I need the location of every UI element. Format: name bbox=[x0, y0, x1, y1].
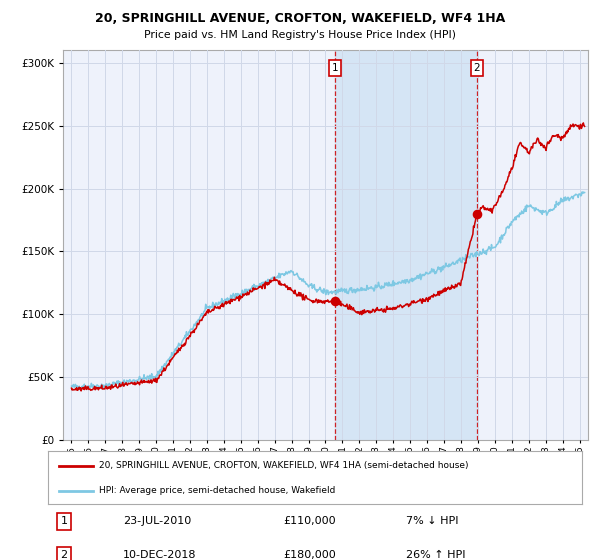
Text: £180,000: £180,000 bbox=[283, 550, 336, 560]
Text: 2: 2 bbox=[61, 550, 68, 560]
Text: 1: 1 bbox=[61, 516, 68, 526]
Text: 10-DEC-2018: 10-DEC-2018 bbox=[123, 550, 196, 560]
Text: 26% ↑ HPI: 26% ↑ HPI bbox=[406, 550, 465, 560]
Text: 7% ↓ HPI: 7% ↓ HPI bbox=[406, 516, 458, 526]
Point bbox=[472, 209, 482, 218]
Point bbox=[330, 297, 340, 306]
Text: £110,000: £110,000 bbox=[283, 516, 335, 526]
Text: 20, SPRINGHILL AVENUE, CROFTON, WAKEFIELD, WF4 1HA (semi-detached house): 20, SPRINGHILL AVENUE, CROFTON, WAKEFIEL… bbox=[99, 461, 468, 470]
Text: HPI: Average price, semi-detached house, Wakefield: HPI: Average price, semi-detached house,… bbox=[99, 486, 335, 495]
Bar bbox=[335, 50, 477, 440]
Text: 2: 2 bbox=[473, 63, 480, 73]
Text: Price paid vs. HM Land Registry's House Price Index (HPI): Price paid vs. HM Land Registry's House … bbox=[144, 30, 456, 40]
Text: 20, SPRINGHILL AVENUE, CROFTON, WAKEFIELD, WF4 1HA: 20, SPRINGHILL AVENUE, CROFTON, WAKEFIEL… bbox=[95, 12, 505, 25]
Text: 1: 1 bbox=[332, 63, 338, 73]
Text: 23-JUL-2010: 23-JUL-2010 bbox=[123, 516, 191, 526]
